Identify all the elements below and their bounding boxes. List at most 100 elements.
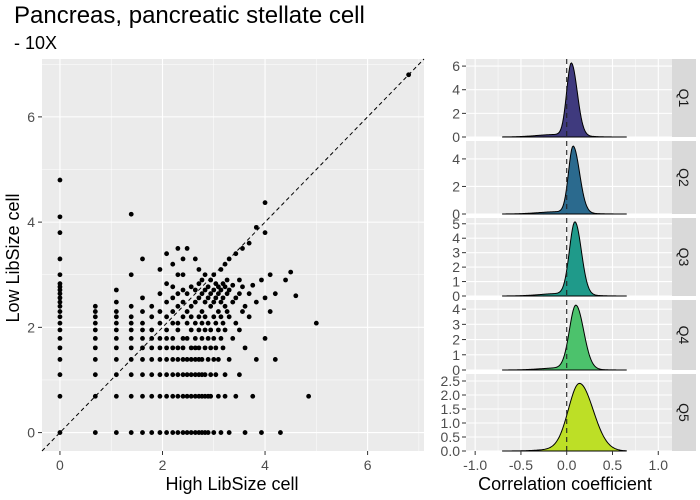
scatter-point <box>149 393 155 399</box>
scatter-point <box>226 314 232 320</box>
scatter-point <box>230 335 236 341</box>
density-y-tick-label: 0.0 <box>441 443 461 459</box>
scatter-point <box>57 327 63 333</box>
scatter-point <box>211 335 217 341</box>
scatter-point <box>188 393 194 399</box>
scatter-point <box>180 430 186 435</box>
scatter-point <box>208 327 214 333</box>
scatter-point <box>184 309 190 314</box>
scatter-point <box>170 335 176 341</box>
scatter-point <box>149 345 155 351</box>
density-y-tick-label: 0 <box>452 206 460 222</box>
scatter-point <box>57 357 63 362</box>
scatter-point <box>242 345 248 351</box>
density-plots: 0246Q1024Q2012345Q301234Q40.00.51.01.52.… <box>441 58 696 473</box>
scatter-point <box>128 430 134 435</box>
scatter-point <box>188 357 194 362</box>
scatter-point <box>213 320 219 326</box>
scatter-point <box>222 393 228 399</box>
scatter-point <box>205 430 211 435</box>
scatter-point <box>180 393 186 399</box>
scatter-point <box>213 345 219 351</box>
scatter-point <box>262 295 268 301</box>
scatter-point <box>220 320 226 326</box>
scatter-point <box>149 314 155 320</box>
scatter-point <box>92 430 98 435</box>
scatter-point <box>192 430 198 435</box>
scatter-point <box>222 303 228 309</box>
scatter-point <box>196 314 202 320</box>
density-y-tick-label: 4 <box>452 230 460 246</box>
facet-strip-label-q1: Q1 <box>676 89 692 108</box>
scatter-point <box>113 299 119 305</box>
scatter-point <box>157 335 163 341</box>
scatter-x-axis-label: High LibSize cell <box>165 474 298 494</box>
scatter-point <box>140 393 145 399</box>
facet-strip-q3 <box>672 218 696 296</box>
scatter-point <box>253 224 259 230</box>
density-curve-q3 <box>502 221 627 297</box>
scatter-point <box>149 327 155 333</box>
scatter-point <box>128 345 134 351</box>
scatter-point <box>218 299 224 305</box>
scatter-point <box>92 303 98 309</box>
density-y-tick-label: 5 <box>452 216 460 232</box>
scatter-point <box>211 287 217 293</box>
scatter-point <box>164 372 169 378</box>
scatter-point <box>283 277 288 283</box>
scatter-point <box>215 393 221 399</box>
scatter-point <box>57 299 63 305</box>
scatter-point <box>180 345 186 351</box>
scatter-point <box>113 314 119 320</box>
scatter-point <box>215 327 221 333</box>
density-x-tick-label: 0.0 <box>557 457 577 473</box>
scatter-point <box>230 299 236 305</box>
scatter-point <box>92 345 98 351</box>
scatter-point <box>242 430 248 435</box>
scatter-point <box>184 246 190 251</box>
scatter-point <box>211 357 217 362</box>
scatter-point <box>175 327 181 333</box>
density-x-tick-label: -1.0 <box>463 457 487 473</box>
scatter-point <box>113 372 119 378</box>
scatter-point <box>140 345 145 351</box>
scatter-point <box>140 309 145 314</box>
density-curve-q4 <box>502 304 627 371</box>
scatter-point <box>149 357 155 362</box>
scatter-point <box>180 287 186 293</box>
scatter-point <box>220 295 226 301</box>
scatter-point <box>92 393 98 399</box>
scatter-point <box>57 291 63 297</box>
scatter-point <box>262 230 268 236</box>
scatter-point <box>184 372 190 378</box>
scatter-point <box>262 335 268 341</box>
scatter-point <box>218 430 224 435</box>
scatter-point <box>184 430 190 435</box>
density-y-tick-label: 1.0 <box>441 415 461 431</box>
scatter-point <box>170 357 176 362</box>
scatter-point <box>57 314 63 320</box>
scatter-point <box>57 272 63 278</box>
scatter-point <box>226 430 232 435</box>
scatter-point <box>313 320 319 326</box>
scatter-point <box>211 314 217 320</box>
scatter-point <box>128 327 134 333</box>
scatter-point <box>202 299 208 305</box>
scatter-point <box>218 267 224 272</box>
scatter-point <box>57 295 63 301</box>
scatter-point <box>199 277 205 283</box>
scatter-point <box>192 256 198 262</box>
scatter-point <box>157 393 163 399</box>
scatter-point <box>128 335 134 341</box>
scatter-point <box>175 320 181 326</box>
scatter-point <box>188 327 194 333</box>
facet-strip-label-q3: Q3 <box>676 248 692 267</box>
scatter-point <box>164 314 169 320</box>
scatter-point <box>180 314 186 320</box>
scatter-point <box>113 309 119 314</box>
scatter-point <box>128 314 134 320</box>
scatter-point <box>233 295 239 301</box>
scatter-point <box>199 335 205 341</box>
density-y-tick-label: 2.0 <box>441 387 461 403</box>
density-y-tick-label: 2 <box>452 105 460 121</box>
